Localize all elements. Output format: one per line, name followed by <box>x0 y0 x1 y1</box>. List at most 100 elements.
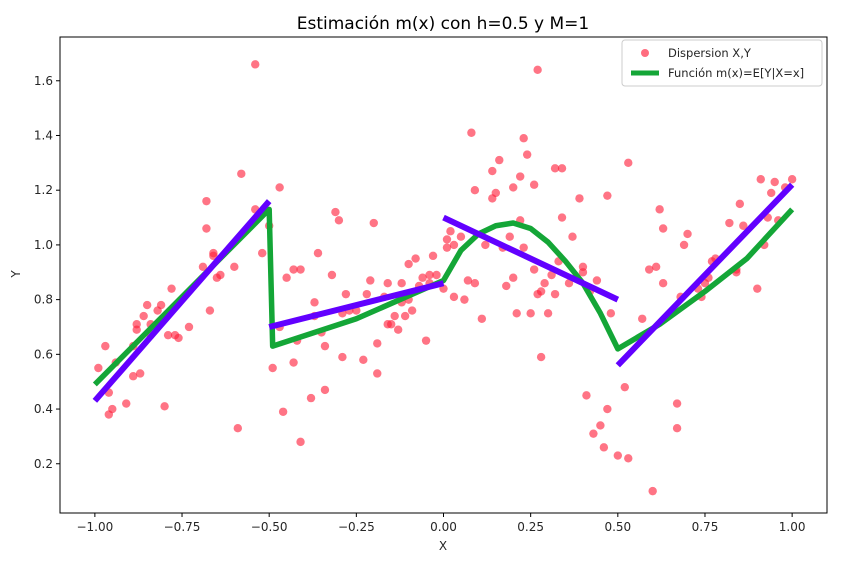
scatter-point <box>233 423 243 433</box>
scatter-point <box>481 240 490 250</box>
scatter-point <box>467 128 476 137</box>
scatter-point <box>655 205 664 214</box>
scatter-point <box>404 259 413 269</box>
scatter-point <box>359 355 368 365</box>
scatter-point <box>575 194 584 203</box>
scatter-point <box>735 199 745 209</box>
y-axis-label: Y <box>9 270 23 279</box>
scatter-point <box>536 352 546 362</box>
scatter-point <box>362 289 371 299</box>
scatter-point <box>411 254 420 263</box>
scatter-point <box>603 191 612 200</box>
scatter-point <box>509 183 518 192</box>
scatter-point <box>216 270 225 280</box>
scatter-point <box>599 443 609 452</box>
scatter-point <box>446 227 455 236</box>
scatter-point <box>282 273 291 282</box>
scatter-point <box>582 391 591 400</box>
scatter-point <box>770 177 779 187</box>
scatter-point <box>139 311 148 321</box>
x-tick-label: 0.25 <box>517 520 544 534</box>
scatter-point <box>658 224 668 233</box>
scatter-point <box>205 306 215 315</box>
scatter-point <box>129 372 138 381</box>
scatter-point <box>658 279 668 288</box>
scatter-point <box>156 300 166 310</box>
scatter-point <box>529 180 539 189</box>
y-tick-label: 1.0 <box>34 238 53 252</box>
x-axis-label: X <box>439 539 447 553</box>
scatter-point <box>418 273 427 282</box>
scatter-point <box>509 273 518 282</box>
scatter-point <box>753 284 762 293</box>
scatter-point <box>167 284 176 293</box>
scatter-point <box>739 221 748 230</box>
scatter-point <box>393 325 403 334</box>
scatter-point <box>512 309 521 318</box>
scatter-point <box>589 429 598 438</box>
scatter-point <box>519 243 528 252</box>
scatter-point <box>596 421 605 430</box>
scatter-point <box>564 279 574 288</box>
scatter-point <box>383 279 392 288</box>
scatter-point <box>278 407 288 416</box>
local-linear-fit-segment <box>268 280 445 330</box>
scatter-point <box>209 251 218 261</box>
x-tick-label: 0.75 <box>692 520 719 534</box>
scatter-point <box>184 322 194 332</box>
scatter-point <box>672 399 682 408</box>
x-tick-label: −0.50 <box>251 520 288 534</box>
x-tick-label: −0.75 <box>164 520 201 534</box>
scatter-point <box>369 218 378 228</box>
scatter-point <box>470 185 480 195</box>
y-tick-label: 0.2 <box>34 457 53 471</box>
scatter-point <box>289 358 298 367</box>
scatter-point <box>502 281 511 291</box>
scatter-point <box>620 382 629 392</box>
scatter-point <box>787 175 797 184</box>
scatter-point <box>237 169 246 178</box>
scatter-point <box>198 262 208 271</box>
scatter-point <box>366 276 375 285</box>
scatter-point <box>428 251 438 261</box>
scatter-point <box>174 333 183 343</box>
scatter-point <box>230 262 239 271</box>
y-tick-label: 0.6 <box>34 347 53 361</box>
scatter-point <box>373 339 382 348</box>
scatter-point <box>624 454 633 463</box>
scatter-point <box>334 216 344 225</box>
scatter-point <box>613 451 623 460</box>
local-linear-fit-segment <box>442 214 620 303</box>
scatter-point <box>679 240 689 250</box>
scatter-point <box>400 311 410 321</box>
scatter-point <box>407 306 417 315</box>
scatter-point <box>442 235 452 244</box>
legend-label-line: Función m(x)=E[Y|X=x] <box>668 66 804 80</box>
scatter-point <box>488 166 497 176</box>
scatter-point <box>320 341 330 351</box>
x-tick-label: −0.25 <box>338 520 375 534</box>
scatter-point <box>425 270 434 280</box>
scatter-point <box>624 158 633 168</box>
scatter-point <box>725 218 734 228</box>
x-axis: −1.00 −0.75 −0.50 −0.25 0.00 0.25 0.50 0.75 1.00 <box>76 513 805 534</box>
scatter-point <box>275 183 284 192</box>
scatter-point <box>122 399 131 408</box>
scatter-point <box>540 279 549 288</box>
scatter-point <box>463 276 473 285</box>
scatter-point <box>442 243 452 252</box>
scatter-point <box>251 60 260 69</box>
scatter-point <box>135 369 145 378</box>
scatter-point <box>536 287 546 296</box>
scatter-point <box>533 65 542 75</box>
scatter-point <box>557 164 567 173</box>
scatter-point <box>202 196 211 206</box>
scatter-point <box>202 224 211 233</box>
scatter-point <box>550 289 560 299</box>
scatter-point <box>449 292 459 302</box>
scatter-point <box>477 314 487 323</box>
x-tick-label: 0.50 <box>604 520 631 534</box>
y-tick-label: 1.4 <box>34 128 53 142</box>
scatter-point <box>519 134 528 143</box>
